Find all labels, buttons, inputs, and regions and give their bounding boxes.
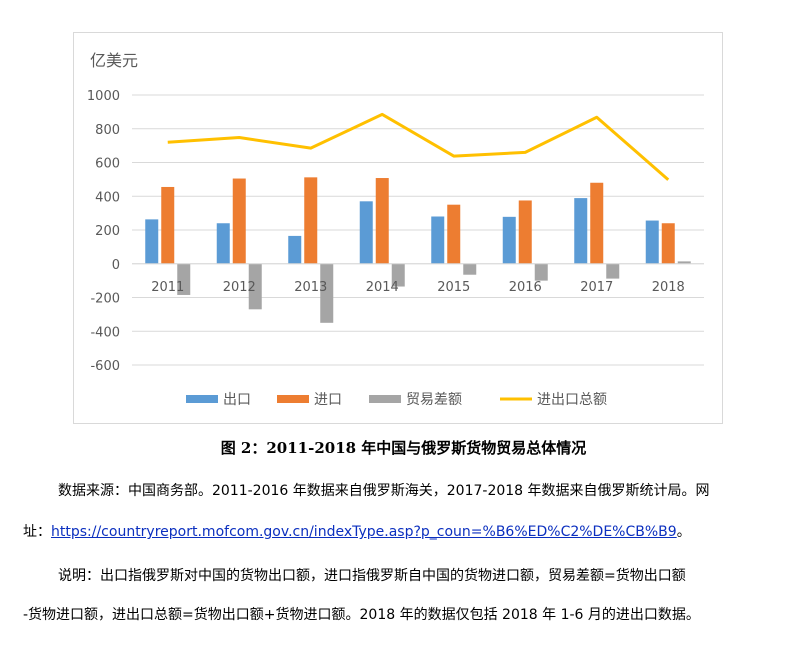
bar-出口-2017 [574, 198, 588, 264]
bar-进口-2013 [304, 177, 318, 264]
bar-贸易差额-2012 [248, 263, 262, 310]
bar-贸易差额-2015 [463, 263, 477, 275]
y-tick-label: 400 [95, 190, 120, 205]
bar-贸易差额-2011 [177, 263, 191, 295]
bar-进口-2018 [661, 223, 675, 264]
bar-贸易差额-2016 [534, 263, 548, 281]
figure-caption: 图 2：2011-2018 年中国与俄罗斯货物贸易总体情况 [220, 439, 587, 457]
bar-进口-2014 [375, 178, 389, 264]
bar-进口-2011 [161, 186, 175, 264]
source-line: 数据来源：中国商务部。2011-2016 年数据来自俄罗斯海关，2017-201… [58, 483, 710, 499]
legend-swatch-进口 [277, 395, 309, 403]
legend-swatch-贸易差额 [369, 395, 401, 403]
bar-出口-2015 [431, 216, 445, 264]
bar-贸易差额-2013 [320, 263, 334, 323]
x-tick-label: 2016 [509, 280, 542, 295]
bar-贸易差额-2018 [677, 261, 691, 264]
bar-进口-2017 [590, 182, 604, 264]
url-line: 址：https://countryreport.mofcom.gov.cn/in… [23, 521, 691, 541]
legend-label-出口: 出口 [223, 392, 251, 408]
bar-进口-2015 [447, 204, 461, 264]
y-tick-label: 0 [112, 258, 120, 273]
source-url-link[interactable]: https://countryreport.mofcom.gov.cn/inde… [51, 524, 677, 540]
x-tick-label: 2015 [437, 280, 470, 295]
y-tick-label: 600 [95, 157, 120, 172]
note-line-2: -货物进口额，进出口总额=货物出口额+货物进口额。2018 年的数据仅包括 20… [23, 607, 700, 623]
line-进出口总额 [167, 112, 670, 181]
x-tick-label: 2011 [151, 280, 184, 295]
x-tick-label: 2017 [580, 280, 613, 295]
legend-label-进口: 进口 [314, 392, 342, 408]
y-tick-label: -600 [90, 359, 120, 374]
bar-出口-2013 [288, 235, 302, 264]
y-unit-label: 亿美元 [90, 51, 138, 70]
bar-进口-2012 [232, 178, 246, 264]
y-tick-label: 1000 [87, 89, 120, 104]
x-tick-label: 2018 [652, 280, 685, 295]
x-tick-label: 2014 [366, 280, 399, 295]
chart-frame: 亿美元 1000 800 600 400 200 0 -200 -400 -600 2011 2012… [73, 32, 723, 424]
x-tick-label: 2013 [294, 280, 327, 295]
bar-贸易差额-2014 [391, 263, 405, 287]
bar-贸易差额-2017 [606, 263, 620, 279]
url-suffix: 。 [676, 524, 691, 540]
bar-出口-2016 [502, 216, 516, 264]
y-tick-label: 800 [95, 123, 120, 138]
y-tick-label: 200 [95, 224, 120, 239]
legend-label-进出口总额: 进出口总额 [537, 392, 607, 408]
bar-出口-2012 [216, 223, 230, 264]
bar-出口-2018 [645, 220, 659, 264]
y-tick-label: -200 [90, 292, 120, 307]
trade-chart: 亿美元 1000 800 600 400 200 0 -200 -400 -600 2011 2012… [87, 51, 704, 408]
legend-swatch-出口 [186, 395, 218, 403]
bar-出口-2011 [145, 219, 159, 264]
bar-进口-2016 [518, 200, 532, 264]
y-tick-label: -400 [90, 325, 120, 340]
url-prefix: 址： [23, 524, 51, 540]
note-line-1: 说明：出口指俄罗斯对中国的货物出口额，进口指俄罗斯自中国的货物进口额，贸易差额=… [58, 568, 686, 584]
legend-label-贸易差额: 贸易差额 [406, 392, 462, 408]
x-tick-label: 2012 [223, 280, 256, 295]
bar-出口-2014 [359, 201, 373, 264]
